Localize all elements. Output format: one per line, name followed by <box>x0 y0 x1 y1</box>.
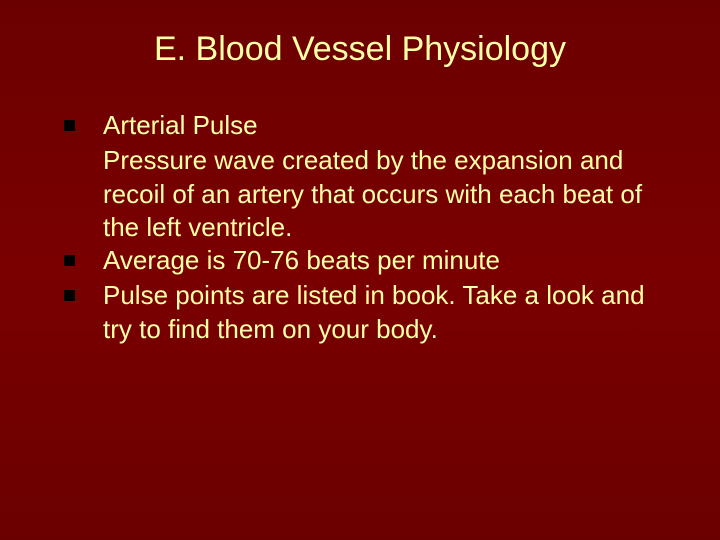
bullet-label: Average is 70-76 beats per minute <box>103 244 500 277</box>
bullet-label: Pulse points are listed in book. Take a … <box>103 279 650 346</box>
bullet-item: Average is 70-76 beats per minute <box>60 244 650 277</box>
slide: E. Blood Vessel Physiology Arterial Puls… <box>0 0 720 540</box>
square-bullet-icon <box>64 290 75 301</box>
bullet-item: Arterial Pulse <box>60 109 650 142</box>
slide-title: E. Blood Vessel Physiology <box>60 30 660 69</box>
square-bullet-icon <box>64 120 75 131</box>
slide-content: Arterial Pulse Pressure wave created by … <box>60 109 660 346</box>
bullet-label: Arterial Pulse <box>103 109 258 142</box>
square-bullet-icon <box>64 255 75 266</box>
bullet-item: Pulse points are listed in book. Take a … <box>60 279 650 346</box>
bullet-subtext: Pressure wave created by the expansion a… <box>103 144 650 244</box>
